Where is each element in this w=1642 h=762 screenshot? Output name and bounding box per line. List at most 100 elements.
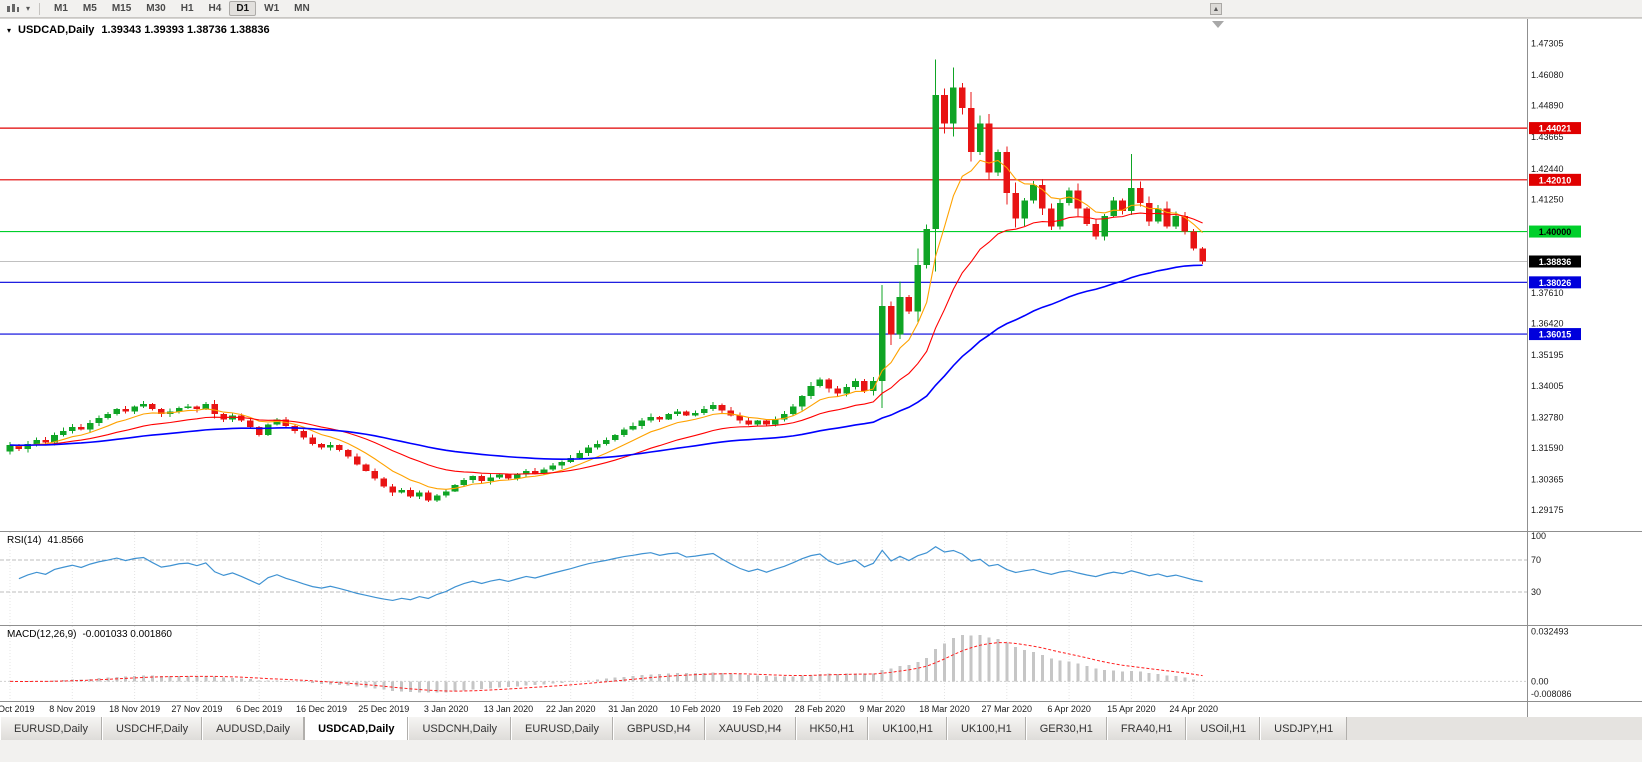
price-tick-label: 1.44890 [1531, 101, 1564, 111]
macd-pane[interactable]: 0.032493 0.00 -0.008086 MACD(12,26,9) -0.0… [0, 625, 1642, 702]
price-tick-label: 1.46080 [1531, 70, 1564, 80]
window-marker-icon: ▾ [7, 25, 12, 35]
timeframe-buttons: M1 M5 M15 M30 H1 H4 D1 W1 MN [47, 1, 317, 16]
price-tag [1529, 328, 1581, 341]
price-tick-label: 1.36420 [1531, 319, 1564, 329]
price-tick-label: 1.34005 [1531, 381, 1564, 391]
timeframe-button-w1[interactable]: W1 [264, 3, 280, 14]
rsi-tick-label: 100 [1531, 532, 1546, 541]
symbol-tab-audusd-daily[interactable]: AUDUSD,Daily [202, 717, 305, 740]
price-tag [1529, 225, 1581, 238]
chart-symbol-period: USDCAD,Daily [18, 24, 95, 36]
time-label: 27 Mar 2020 [981, 704, 1033, 714]
price-tick-label: 1.43665 [1531, 132, 1564, 142]
time-label: 25 Dec 2019 [358, 704, 410, 714]
macd-tick-label: -0.008086 [1531, 689, 1572, 699]
price-tick-label: 1.30365 [1531, 474, 1564, 484]
time-label: 6 Dec 2019 [236, 704, 283, 714]
rsi-label: RSI(14) 41.8566 [7, 535, 84, 546]
symbol-tab-usdjpy-h1[interactable]: USDJPY,H1 [1260, 717, 1348, 740]
timeframe-button-mn[interactable]: MN [294, 3, 310, 14]
macd-label: MACD(12,26,9) -0.001033 0.001860 [7, 629, 172, 640]
symbol-tab-eurusd-daily[interactable]: EURUSD,Daily [0, 717, 102, 740]
chart-type-icon[interactable] [4, 2, 22, 16]
ma-fast-line [9, 159, 1203, 490]
rsi-pane[interactable]: 100 70 30 RSI(14) 41.8566 [0, 531, 1642, 626]
time-label: 27 Nov 2019 [171, 704, 223, 714]
time-label: 19 Feb 2020 [732, 704, 783, 714]
bottom-filler [0, 740, 1642, 762]
timeframe-button-h4[interactable]: H4 [208, 3, 222, 14]
svg-text:1.42010: 1.42010 [1539, 175, 1572, 185]
timeframe-button-m1[interactable]: M1 [54, 3, 68, 14]
price-tick-label: 1.35195 [1531, 350, 1564, 360]
chart-window: 1.47305 1.46080 1.44890 1.43665 1.42440 1.412… [0, 18, 1642, 717]
symbol-tab-xauusd-h4[interactable]: XAUUSD,H4 [704, 717, 796, 740]
ma-slow-line [9, 264, 1203, 460]
rsi-tick-label: 30 [1531, 587, 1541, 597]
time-label: 31 Jan 2020 [608, 704, 658, 714]
rsi-canvas: 100 70 30 [0, 532, 1546, 626]
symbol-tab-ger30-h1[interactable]: GER30,H1 [1025, 717, 1107, 740]
timeframe-button-m5[interactable]: M5 [82, 3, 97, 14]
time-label: 9 Mar 2020 [859, 704, 905, 714]
symbol-tab-usoil-h1[interactable]: USOil,H1 [1186, 717, 1261, 740]
price-tick-label: 1.32780 [1531, 412, 1564, 422]
price-tag [1529, 122, 1581, 135]
chart-shift-marker [1212, 21, 1224, 28]
price-tick-label: 1.31590 [1531, 443, 1564, 453]
top-toolbar: ▾ M1 M5 M15 M30 H1 H4 D1 W1 MN ▲ [0, 0, 1642, 18]
time-label: 18 Mar 2020 [919, 704, 970, 714]
svg-text:1.38836: 1.38836 [1539, 257, 1572, 267]
time-label: 10 Feb 2020 [670, 704, 721, 714]
price-tick-label: 1.29175 [1531, 505, 1564, 515]
macd-indicator-name: MACD(12,26,9) [7, 629, 77, 640]
ma-mid-line [9, 212, 1203, 475]
time-label: 6 Apr 2020 [1047, 704, 1091, 714]
svg-text:1.38026: 1.38026 [1539, 278, 1572, 288]
svg-text:1.40000: 1.40000 [1539, 227, 1572, 237]
time-axis[interactable]: 30 Oct 2019 8 Nov 2019 18 Nov 2019 27 Nov 2… [0, 701, 1642, 717]
time-label: 24 Apr 2020 [1169, 704, 1218, 714]
symbol-tab-uk100-h1[interactable]: UK100,H1 [946, 717, 1026, 740]
rsi-tick-label: 70 [1531, 555, 1541, 565]
symbol-tab-fra40-h1[interactable]: FRA40,H1 [1106, 717, 1187, 740]
price-tag [1529, 173, 1581, 186]
timeframe-button-m30[interactable]: M30 [146, 3, 166, 14]
symbol-tab-uk100-h1[interactable]: UK100,H1 [868, 717, 947, 740]
timeframe-button-m15[interactable]: M15 [111, 3, 132, 14]
main-chart-canvas: 1.47305 1.46080 1.44890 1.43665 1.42440 1.412… [0, 19, 1581, 531]
timeframe-button-h1[interactable]: H1 [180, 3, 194, 14]
symbol-tab-eurusd-daily[interactable]: EURUSD,Daily [511, 717, 613, 740]
symbol-tab-usdcad-daily[interactable]: USDCAD,Daily [304, 717, 409, 740]
price-tick-label: 1.37610 [1531, 288, 1564, 298]
macd-tick-label: 0.00 [1531, 676, 1549, 686]
symbol-tab-gbpusd-h4[interactable]: GBPUSD,H4 [613, 717, 705, 740]
macd-canvas: 0.032493 0.00 -0.008086 [0, 626, 1572, 702]
time-label: 13 Jan 2020 [483, 704, 534, 714]
toolbar-separator [39, 2, 41, 15]
main-chart-pane[interactable]: 1.47305 1.46080 1.44890 1.43665 1.42440 1.412… [0, 19, 1642, 531]
time-label: 30 Oct 2019 [0, 704, 35, 714]
price-tick-label: 1.42440 [1531, 164, 1564, 174]
symbol-tab-hk50-h1[interactable]: HK50,H1 [795, 717, 869, 740]
time-label: 8 Nov 2019 [49, 704, 96, 714]
macd-signal-line [9, 642, 1203, 692]
time-label: 15 Apr 2020 [1107, 704, 1156, 714]
chart-type-dropdown-icon[interactable]: ▾ [26, 4, 31, 13]
candles-layer [6, 59, 1206, 503]
symbol-tab-usdcnh-daily[interactable]: USDCNH,Daily [408, 717, 512, 740]
price-tick-label: 1.47305 [1531, 39, 1564, 49]
svg-text:1.44021: 1.44021 [1539, 124, 1572, 134]
macd-indicator-values: -0.001033 0.001860 [82, 629, 172, 640]
price-tag [1529, 255, 1581, 268]
macd-histogram [17, 634, 1205, 693]
rsi-indicator-name: RSI(14) [7, 535, 42, 546]
time-label: 3 Jan 2020 [423, 704, 469, 714]
toolbar-overflow-button[interactable]: ▲ [1210, 3, 1222, 15]
chart-title: ▾ USDCAD,Daily 1.39343 1.39393 1.38736 1… [7, 24, 270, 36]
timeframe-button-d1[interactable]: D1 [229, 1, 257, 16]
symbol-tab-usdchf-daily[interactable]: USDCHF,Daily [101, 717, 203, 740]
time-label: 18 Nov 2019 [109, 704, 161, 714]
time-label: 28 Feb 2020 [794, 704, 846, 714]
